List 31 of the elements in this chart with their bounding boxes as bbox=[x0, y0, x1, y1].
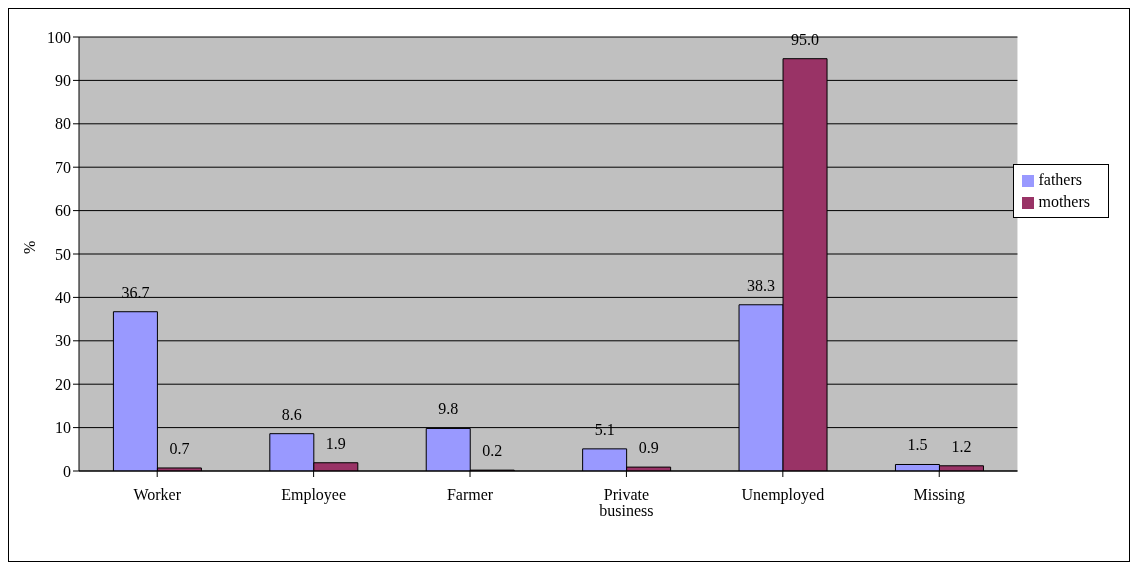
y-tick-label: 40 bbox=[55, 289, 71, 307]
data-label: 0.2 bbox=[482, 442, 503, 460]
y-tick-label: 80 bbox=[55, 115, 71, 133]
x-tick-label: Missing bbox=[913, 486, 966, 505]
y-axis-title: % bbox=[20, 240, 38, 254]
y-tick-label: 10 bbox=[55, 419, 71, 437]
data-label: 0.9 bbox=[638, 439, 659, 457]
x-tick-label: Unemployed bbox=[741, 486, 825, 505]
data-label: 8.6 bbox=[281, 405, 302, 423]
legend-label: mothers bbox=[1038, 193, 1090, 210]
x-tick-label: Employee bbox=[281, 486, 347, 505]
x-tick-label: Private business bbox=[599, 486, 654, 520]
y-tick-label: 100 bbox=[47, 28, 71, 46]
y-tick-label: 0 bbox=[63, 462, 71, 480]
data-label: 36.7 bbox=[121, 283, 150, 301]
y-tick-label: 60 bbox=[55, 202, 71, 220]
y-tick-label: 90 bbox=[55, 72, 71, 90]
x-tick-label: Worker bbox=[133, 486, 182, 504]
data-label: 1.5 bbox=[907, 436, 928, 454]
y-tick-label: 70 bbox=[55, 158, 71, 176]
data-label: 1.9 bbox=[325, 434, 346, 452]
y-tick-label: 30 bbox=[55, 332, 71, 350]
y-tick-label: 50 bbox=[55, 245, 71, 263]
legend-label: fathers bbox=[1038, 171, 1082, 188]
data-label: 95.0 bbox=[791, 30, 820, 48]
x-tick-label: Farmer bbox=[446, 486, 494, 504]
data-label: 38.3 bbox=[747, 276, 776, 294]
data-label: 9.8 bbox=[438, 400, 459, 418]
data-label: 0.7 bbox=[169, 439, 190, 457]
data-label: 1.2 bbox=[951, 437, 972, 455]
y-tick-label: 20 bbox=[55, 375, 71, 393]
